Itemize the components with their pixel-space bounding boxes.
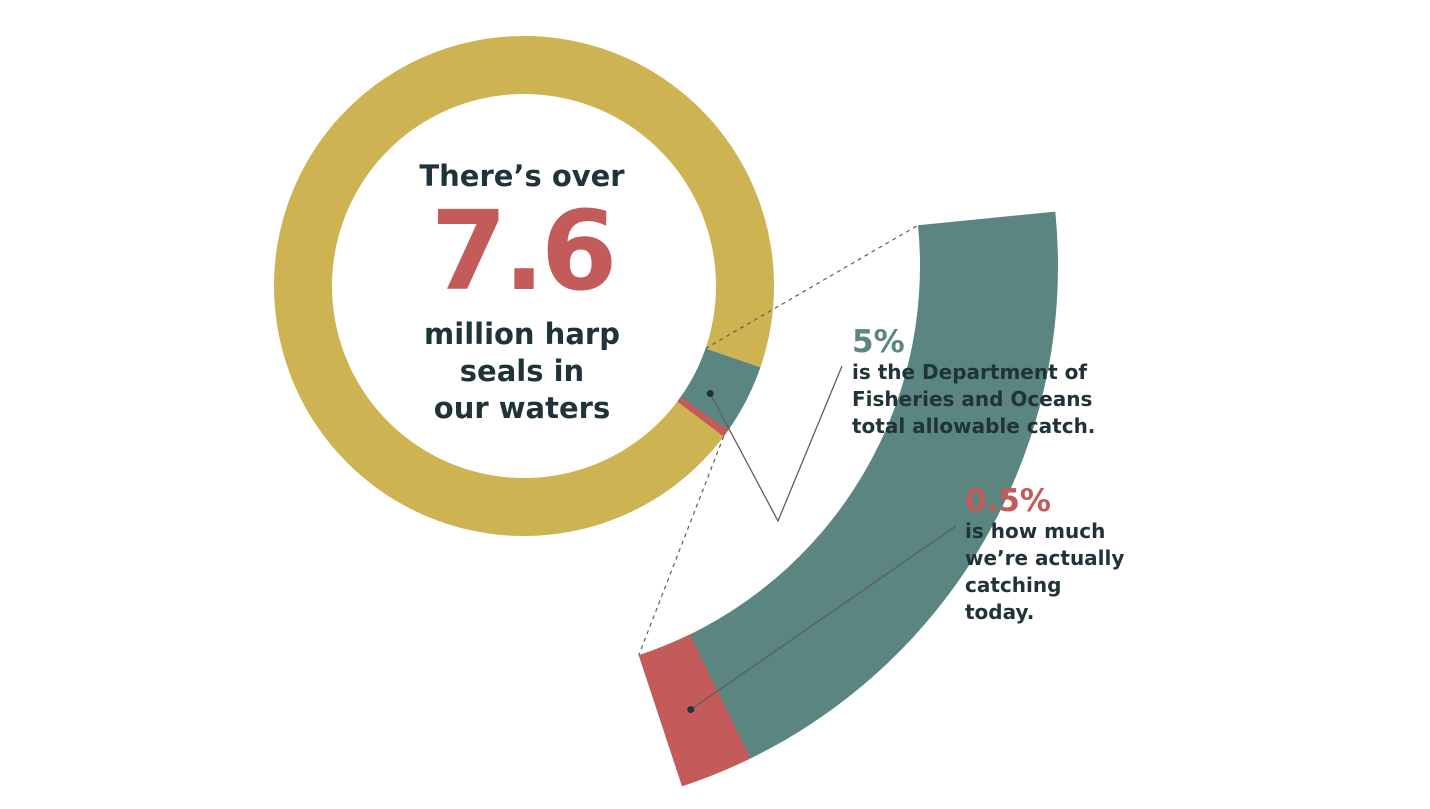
callout-tac-percent: 5% (852, 324, 905, 360)
zoom-slice-actual-catch (638, 634, 751, 787)
slice-actual-catch (677, 396, 729, 437)
callout-actual-line-3: catching (965, 573, 1062, 597)
callout-tac-line-2: Fisheries and Oceans (852, 387, 1093, 411)
zoom-wedge (638, 211, 1058, 787)
callout-actual-catch: 0.5% is how much we’re actually catching… (965, 484, 1175, 626)
donut-ring (274, 36, 775, 537)
headline-line-3: our waters (433, 391, 611, 425)
headline-line-2: seals in (459, 354, 585, 388)
leader-line-tac (709, 365, 843, 523)
leader-lines (687, 365, 957, 714)
leader-dot-actual (687, 706, 695, 714)
headline-number: 7.6 (430, 187, 618, 315)
headline-subtitle: million harp seals in our waters (374, 316, 670, 427)
zoom-slice-total-allowable-catch (638, 211, 1058, 787)
callout-actual-percent: 0.5% (965, 483, 1051, 519)
leader-line-actual (690, 525, 957, 711)
callout-actual-line-4: today. (965, 600, 1035, 624)
headline-line-1: million harp (424, 317, 620, 351)
headline-intro: There’s over (419, 159, 625, 193)
zoom-connector-right (638, 436, 725, 656)
callout-tac-line-1: is the Department of (852, 360, 1088, 384)
callout-total-allowable-catch: 5% is the Department of Fisheries and Oc… (852, 325, 1152, 440)
zoom-connector-left (705, 224, 919, 350)
leader-dot-tac (706, 390, 714, 397)
callout-actual-line-2: we’re actually (965, 546, 1125, 570)
callout-tac-line-3: total allowable catch. (852, 414, 1096, 438)
callout-actual-line-1: is how much (965, 519, 1106, 543)
